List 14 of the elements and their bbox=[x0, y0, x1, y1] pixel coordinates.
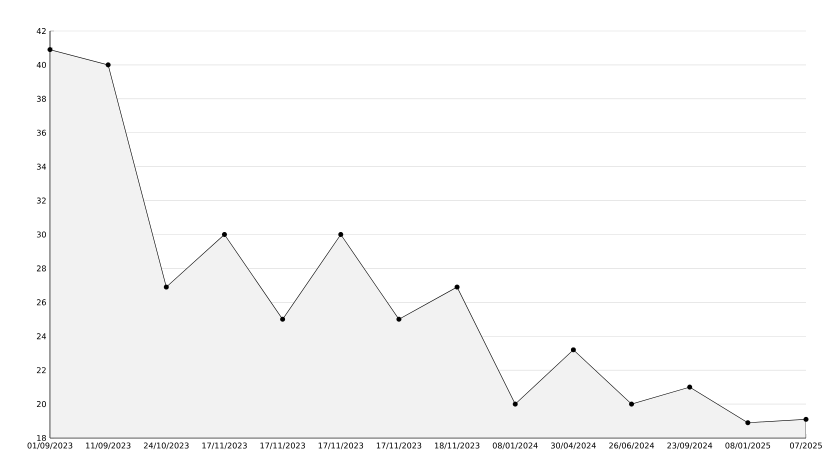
point bbox=[164, 284, 169, 290]
point bbox=[570, 347, 576, 352]
point bbox=[48, 47, 52, 52]
point bbox=[512, 402, 518, 407]
point bbox=[338, 232, 344, 237]
point bbox=[106, 62, 111, 68]
point bbox=[687, 384, 692, 390]
point bbox=[222, 232, 227, 237]
point bbox=[745, 420, 750, 426]
point bbox=[280, 316, 286, 322]
point bbox=[454, 284, 460, 290]
point bbox=[629, 402, 634, 407]
point bbox=[396, 316, 402, 322]
point bbox=[804, 416, 809, 422]
